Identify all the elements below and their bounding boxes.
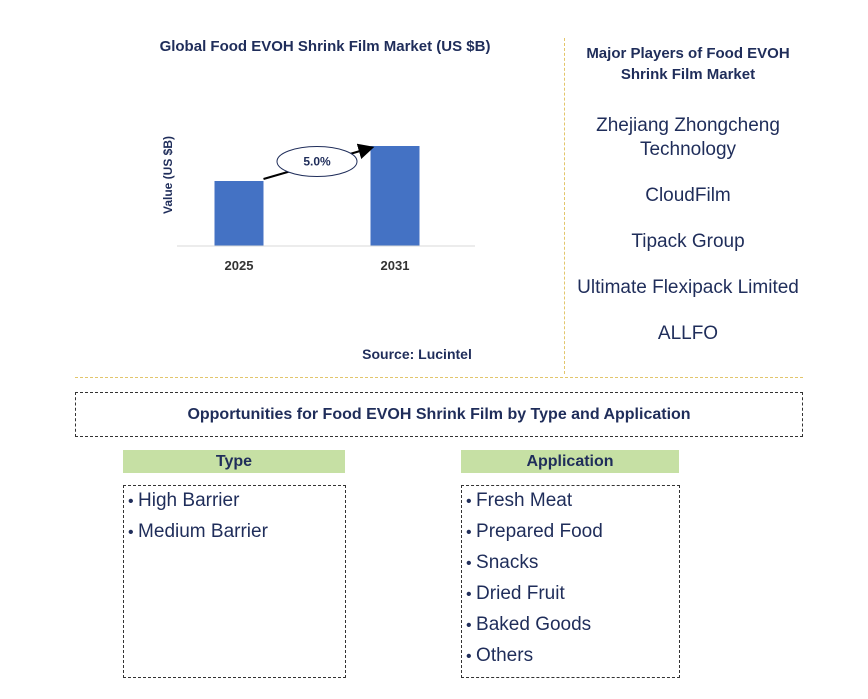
type-list: High Barrier Medium Barrier	[124, 486, 345, 548]
application-box: Fresh Meat Prepared Food Snacks Dried Fr…	[461, 485, 680, 678]
bar-2031	[370, 146, 420, 246]
player-item: Tipack Group	[631, 231, 745, 252]
application-item: Snacks	[462, 548, 679, 579]
application-item: Others	[462, 641, 679, 672]
vertical-divider	[564, 38, 565, 374]
opportunities-title: Opportunities for Food EVOH Shrink Film …	[75, 392, 803, 437]
application-item: Dried Fruit	[462, 579, 679, 610]
cagr-ellipse	[276, 146, 358, 177]
type-item: Medium Barrier	[124, 517, 345, 548]
player-item: ALLFO	[657, 323, 719, 344]
application-item: Fresh Meat	[462, 486, 679, 517]
y-axis-label: Value (US $B)	[161, 136, 175, 214]
chart-source: Source: Lucintel	[362, 346, 472, 362]
players-title: Major Players of Food EVOH Shrink Film M…	[586, 45, 790, 83]
cagr-label: 5.0%	[303, 155, 331, 169]
application-list: Fresh Meat Prepared Food Snacks Dried Fr…	[462, 486, 679, 672]
x-tick-label: 2031	[381, 258, 410, 273]
players-list: Zhejiang Zhongcheng Technology CloudFilm…	[572, 114, 804, 368]
type-header: Type	[123, 450, 345, 473]
player-item: Ultimate Flexipack Limited	[577, 277, 799, 298]
player-item: CloudFilm	[645, 185, 731, 206]
x-tick-label: 2025	[225, 258, 254, 273]
type-box: High Barrier Medium Barrier	[123, 485, 346, 678]
bar-chart: Value (US $B) 2025 2031 5.0%	[161, 136, 475, 273]
application-header: Application	[461, 450, 679, 473]
chart-title: Global Food EVOH Shrink Film Market (US …	[159, 38, 491, 55]
application-item: Baked Goods	[462, 610, 679, 641]
type-item: High Barrier	[124, 486, 345, 517]
bar-2025	[214, 181, 264, 246]
horizontal-divider	[75, 377, 803, 378]
application-item: Prepared Food	[462, 517, 679, 548]
player-item: Zhejiang Zhongcheng Technology	[596, 115, 780, 160]
